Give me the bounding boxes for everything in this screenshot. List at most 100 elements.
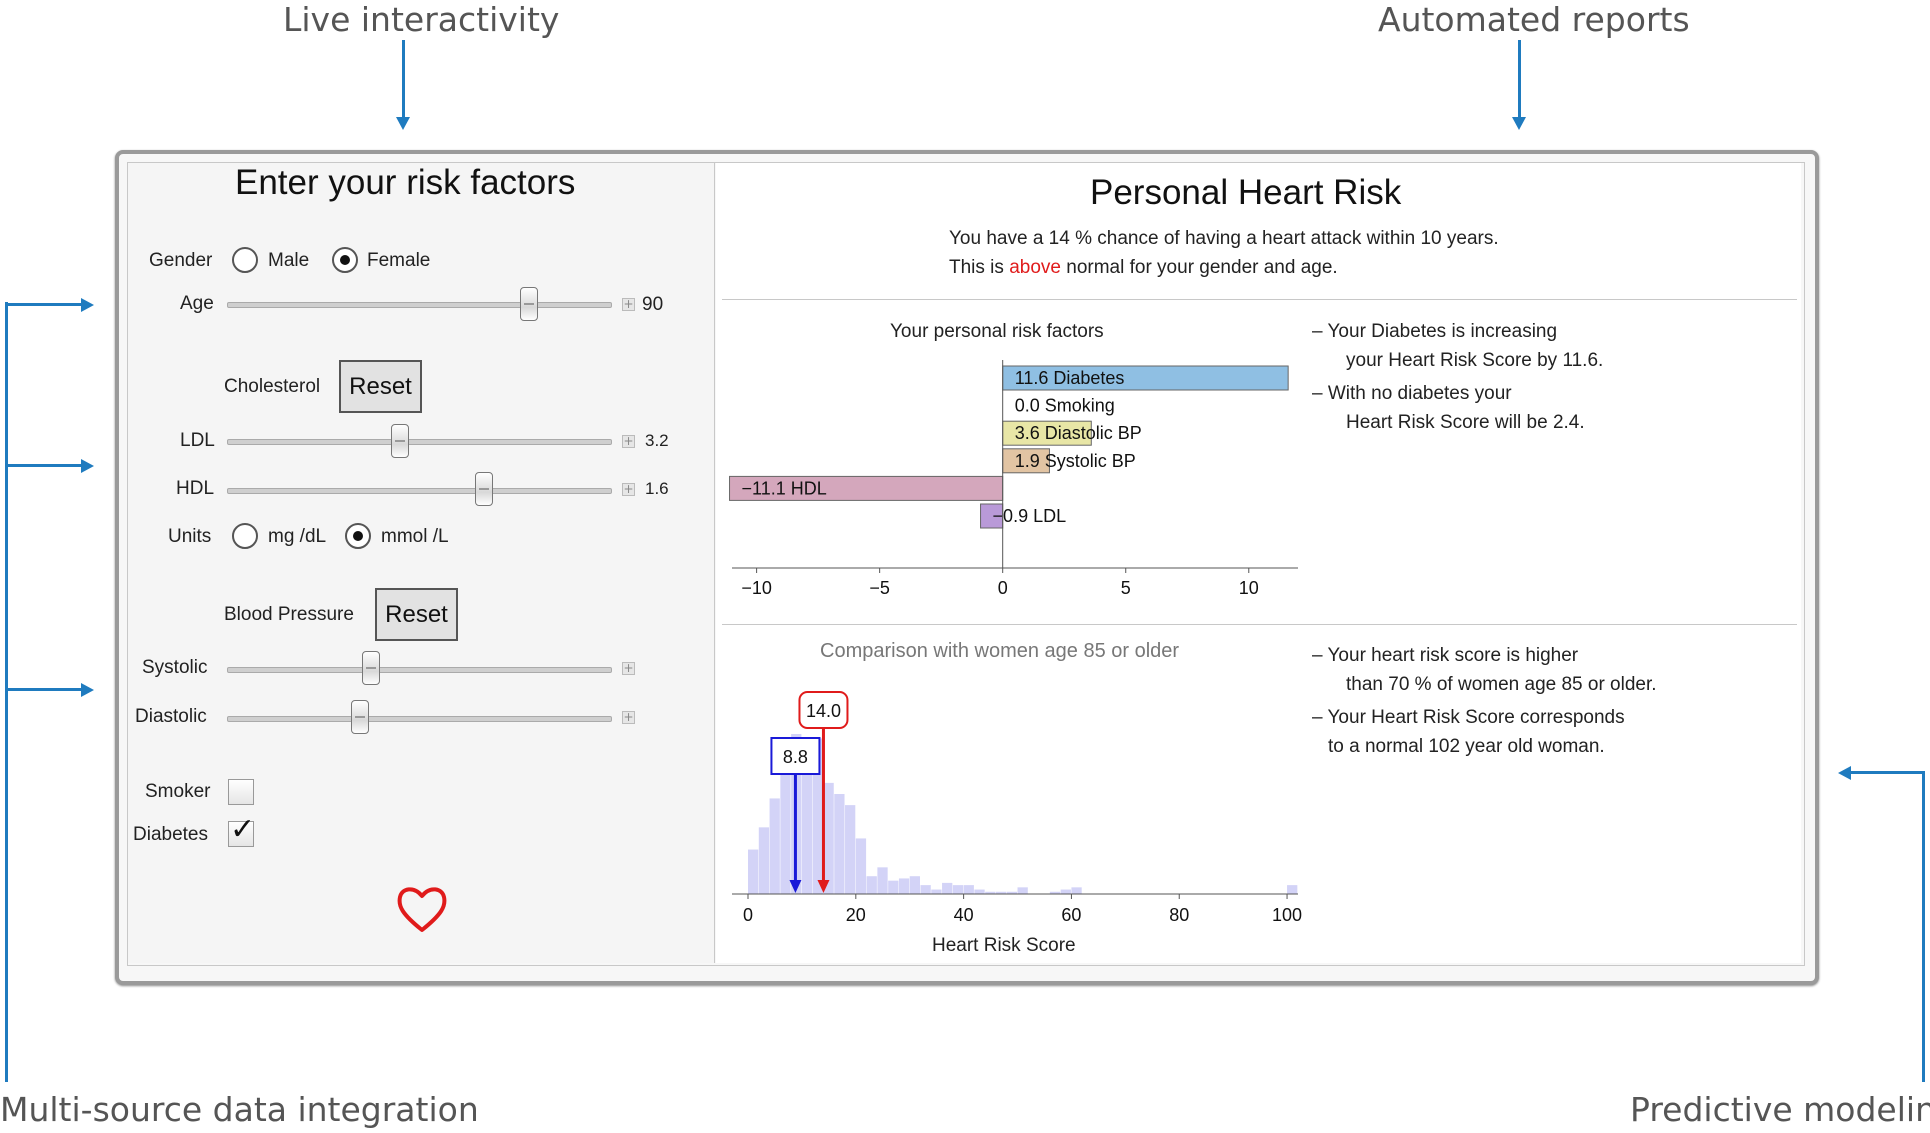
callout-arrowhead — [1512, 117, 1526, 130]
diabetes-checkbox[interactable]: ✓ — [228, 812, 255, 847]
diastolic-slider-track[interactable] — [227, 716, 612, 722]
divider — [722, 624, 1797, 625]
risk-summary-suffix: % chance of having a heart attack within… — [1075, 228, 1499, 249]
smoker-label: Smoker — [145, 781, 211, 802]
histogram-x-tick-label: 40 — [954, 905, 974, 925]
systolic-slider-thumb[interactable] — [362, 651, 380, 685]
systolic-expand-icon[interactable]: + — [622, 661, 635, 675]
diastolic-slider-thumb[interactable] — [351, 700, 369, 734]
factor-bar — [1002, 365, 1289, 391]
risk-factors-chart: 11.6 Diabetes 0.0 Smoking 3.6 Diastolic BP… — [729, 360, 1298, 598]
factors-chart-title: Your personal risk factors — [890, 321, 1104, 342]
gender-female-radio[interactable] — [332, 247, 358, 273]
histogram-xlabel: Heart Risk Score — [932, 935, 1076, 956]
factor-bar-label: 3.6 Diastolic BP — [1015, 423, 1142, 443]
blood-pressure-label: Blood Pressure — [224, 604, 354, 625]
callout-multi-source: Multi-source data integration — [0, 1090, 479, 1129]
risk-status-line: This is above normal for your gender and… — [949, 257, 1338, 279]
marker-arrowhead — [789, 880, 802, 893]
ldl-value: 3.2 — [645, 431, 669, 450]
comparison-note-4: to a normal 102 year old woman. — [1328, 736, 1605, 757]
ldl-label: LDL — [180, 430, 215, 451]
histogram-bar — [845, 805, 856, 894]
factor-bar — [729, 475, 1004, 501]
comparison-note-3: – Your Heart Risk Score corresponds — [1312, 707, 1625, 728]
risk-status-suffix: normal for your gender and age. — [1066, 257, 1338, 278]
cholesterol-reset-button[interactable]: Reset — [339, 360, 422, 413]
ldl-expand-icon[interactable]: + — [622, 434, 635, 448]
histogram-x-tick-label: 0 — [743, 905, 753, 925]
age-expand-icon[interactable]: + — [622, 297, 635, 311]
factor-note-1: – Your Diabetes is increasing — [1312, 321, 1558, 342]
age-slider-track[interactable] — [227, 302, 612, 308]
age-label: Age — [180, 293, 214, 314]
age-slider-thumb[interactable] — [520, 287, 538, 321]
gender-male-radio[interactable] — [232, 247, 258, 273]
marker-arrowhead — [817, 880, 830, 893]
histogram-bar — [769, 798, 780, 894]
bp-reset-button[interactable]: Reset — [375, 588, 458, 641]
systolic-label: Systolic — [142, 657, 208, 678]
marker-label: 14.0 — [806, 701, 841, 721]
checkmark-icon: ✓ — [230, 812, 256, 847]
factor-x-tick-label: 10 — [1239, 578, 1259, 598]
factor-bar-label: 11.6 Diabetes — [1015, 368, 1125, 388]
heart-icon — [397, 887, 447, 932]
histogram-bar — [952, 885, 964, 894]
histogram-bar — [888, 880, 899, 894]
callout-arrowhead — [81, 459, 94, 473]
histogram-bar — [780, 760, 791, 894]
histogram-x-tick-label: 100 — [1272, 905, 1302, 925]
units-mmol-label: mmol /L — [381, 526, 449, 547]
ldl-slider-track[interactable] — [227, 439, 612, 445]
marker-label-box — [798, 691, 849, 729]
callout-arrowhead — [81, 298, 94, 312]
factor-x-tick-label: 5 — [1121, 578, 1131, 598]
callout-arrowhead — [396, 117, 410, 130]
factor-bar-label: 0.0 Smoking — [1015, 396, 1115, 416]
callout-arrow — [1850, 771, 1925, 774]
histogram-bar — [801, 738, 813, 894]
callout-bracket — [5, 302, 8, 1082]
ldl-slider-thumb[interactable] — [391, 424, 409, 458]
comparison-note-2: than 70 % of women age 85 or older. — [1346, 674, 1657, 695]
risk-chance-value: 14 — [1048, 228, 1070, 249]
risk-summary-prefix: You have a — [949, 228, 1044, 249]
callout-arrow — [402, 40, 405, 120]
diastolic-expand-icon[interactable]: + — [622, 710, 635, 724]
callout-live-interactivity: Live interactivity — [283, 0, 560, 39]
risk-status-prefix: This is — [949, 257, 1004, 278]
risk-status-value: above — [1009, 257, 1061, 278]
divider — [722, 299, 1797, 300]
histogram-bar — [963, 885, 974, 894]
histogram-x-tick-label: 60 — [1061, 905, 1081, 925]
factor-bar-label: −11.1 HDL — [742, 478, 827, 498]
units-mgdl-radio[interactable] — [232, 523, 258, 549]
factor-x-tick-label: −5 — [869, 578, 890, 598]
age-value: 90 — [642, 294, 664, 315]
hdl-slider-thumb[interactable] — [475, 472, 493, 506]
factor-x-tick-label: 0 — [998, 578, 1008, 598]
risk-factor-panel — [128, 163, 715, 963]
comparison-note-1: – Your heart risk score is higher — [1312, 645, 1579, 666]
histogram-bar — [812, 738, 823, 894]
hdl-expand-icon[interactable]: + — [622, 482, 635, 496]
systolic-slider-track[interactable] — [227, 667, 612, 673]
units-mmol-radio[interactable] — [345, 523, 371, 549]
histogram-bar — [909, 876, 920, 894]
callout-arrow — [5, 464, 85, 467]
histogram-x-tick-label: 20 — [846, 905, 866, 925]
histogram-bar — [877, 867, 888, 894]
hdl-slider-track[interactable] — [227, 488, 612, 494]
smoker-checkbox[interactable] — [228, 779, 254, 805]
factor-bar — [1002, 420, 1092, 446]
callout-arrowhead — [1838, 766, 1851, 780]
histogram-bar — [834, 794, 845, 894]
histogram-x-tick-label: 80 — [1169, 905, 1189, 925]
histogram-bar — [931, 889, 942, 894]
histogram-bar — [942, 882, 953, 894]
histogram-bar — [1017, 887, 1028, 894]
histogram-bar — [866, 876, 877, 894]
factor-bar — [1002, 448, 1050, 474]
factor-bar-label: −0.9 LDL — [993, 506, 1067, 526]
